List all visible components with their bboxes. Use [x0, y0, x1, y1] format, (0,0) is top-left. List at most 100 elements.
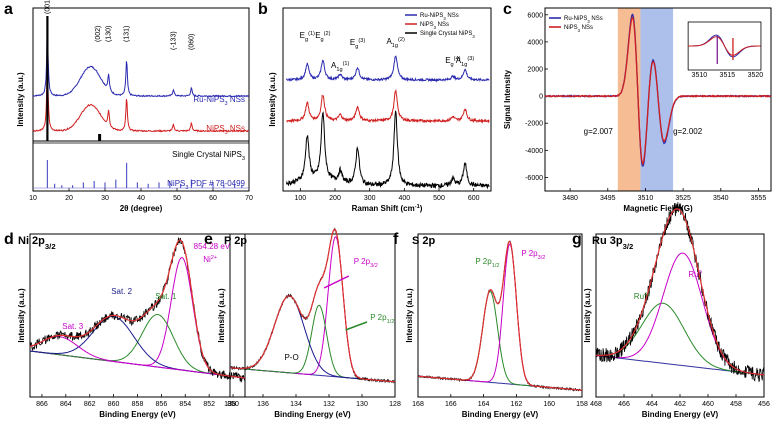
fit-component [29, 257, 246, 379]
raw-data-line [418, 240, 583, 392]
inset-tick-label: 3515 [720, 72, 736, 79]
x-tick-label: 10 [29, 195, 37, 202]
peak-label: (002) [95, 26, 102, 42]
fit-envelope [29, 239, 246, 379]
panel-label: f [393, 231, 399, 248]
series-line [286, 55, 490, 83]
series-label: Ru-NiPS3 NSs [193, 95, 245, 107]
peak-annotation: Sat. 3 [62, 322, 83, 331]
panel-d: d Ni 2p3/2 866 864 862 860 858 856 854 852 850 Bind… [4, 231, 246, 419]
g-value-label: g=2.002 [673, 127, 703, 136]
x-tick-label: 30 [101, 195, 109, 202]
x-tick-label: 168 [412, 401, 424, 408]
panel-label: d [4, 231, 14, 248]
series-label: NiPS3 NSs [206, 124, 245, 136]
legend-entry: Ru-NiPS3 NSs [420, 13, 459, 21]
x-axis-label: Binding Energy (eV) [642, 410, 719, 419]
peak-annotation: Sat. 1 [155, 292, 176, 301]
series-line [544, 16, 772, 166]
x-axis-label: Magnetic Field (G) [623, 204, 693, 213]
plot-frame [544, 7, 772, 192]
panel-e: e P 2p 138 136 134 132 130 128 Binding Energy (e… [204, 227, 401, 419]
fit-component [230, 236, 395, 383]
series-line [32, 33, 250, 98]
peak-label: Eg(4) [445, 56, 460, 68]
x-tick-label: 60 [209, 195, 217, 202]
fit-envelope [230, 228, 395, 383]
x-tick-label: 50 [173, 195, 181, 202]
x-tick-label: 130 [356, 401, 368, 408]
x-axis-label: Raman Shift (cm-1) [352, 204, 423, 213]
peak-annotation: P 2p3/2 [354, 257, 378, 269]
panel-g: g Ru 3p3/2 468 466 464 462 460 458 456 Binding En… [572, 202, 770, 419]
x-tick-label: 460 [702, 401, 714, 408]
x-tick-label: 70 [245, 195, 253, 202]
x-tick-label: 132 [323, 401, 335, 408]
y-axis-label: Intensity (a.u.) [217, 288, 226, 343]
panel-a: a 10 20 30 40 50 60 70 2θ (degree) Intensity (a.u… [4, 0, 253, 213]
x-tick-label: 3510 [638, 195, 654, 202]
panel-f: f S 2p 168 166 164 162 160 158 Binding Energy (e… [393, 231, 588, 419]
shaded-region [617, 8, 641, 191]
legend-entry: Ru-NiPS3 NSs [564, 16, 603, 24]
x-tick-label: 862 [84, 401, 96, 408]
legend-entry: Single Crystal NiPS3 [420, 31, 475, 39]
peak-label: (001) [44, 0, 51, 14]
peak-annotation: Ru4+ [634, 292, 651, 301]
peak-label: A1g(1) [331, 61, 350, 73]
peak-annotation: P 2p1/2 [370, 313, 394, 325]
y-tick-label: 2000 [527, 67, 543, 74]
x-tick-label: 854 [179, 401, 191, 408]
peak-annotation: Ni2+ [203, 255, 217, 264]
panel-c: c 3480 3495 3510 3525 3540 3555 Magnetic Field … [503, 1, 772, 213]
panel-title: P 2p [224, 235, 247, 247]
peak-label: (131) [124, 26, 131, 42]
x-tick-label: 852 [203, 401, 215, 408]
x-tick-label: 20 [65, 195, 73, 202]
y-axis-label: Intensity (a.u.) [405, 288, 414, 343]
x-tick-label: 3525 [675, 195, 691, 202]
x-tick-label: 3555 [751, 195, 767, 202]
peak-label: (-133) [170, 31, 177, 50]
x-tick-label: 166 [445, 401, 457, 408]
x-tick-label: 200 [329, 195, 341, 202]
x-tick-label: 160 [543, 401, 555, 408]
x-tick-label: 468 [590, 401, 602, 408]
peak-label: A1g(3) [456, 56, 475, 68]
x-tick-label: 866 [36, 401, 48, 408]
panel-label: e [204, 231, 213, 248]
raw-data-line [230, 227, 396, 384]
inset-series-line [688, 36, 761, 56]
fit-component [29, 336, 246, 379]
series-line [32, 67, 250, 133]
y-axis-label: Intensity (a.u.) [583, 288, 592, 343]
x-tick-label: 600 [468, 195, 480, 202]
y-tick-label: -4000 [525, 148, 543, 155]
annotation-arrow [323, 275, 350, 289]
fit-component [418, 243, 582, 391]
y-tick-label: 6000 [527, 12, 543, 19]
x-tick-label: 850 [227, 401, 239, 408]
x-tick-label: 300 [364, 195, 376, 202]
fit-component [596, 302, 765, 376]
x-tick-label: 500 [433, 195, 445, 202]
plot-frame [417, 233, 583, 398]
legend-entry: NiPS3 NSs [564, 25, 593, 33]
peak-annotation: P 2p3/2 [521, 249, 545, 261]
x-tick-label: 464 [646, 401, 658, 408]
plot-frame [229, 233, 396, 398]
x-axis-label: 2θ (degree) [120, 204, 163, 213]
y-axis-label: Intensity (a.u.) [17, 288, 26, 343]
peak-annotation: P-O [284, 353, 298, 362]
fit-component [596, 252, 765, 376]
series-label: Single Crystal NiPS3 [172, 150, 245, 162]
annotation-arrow [345, 321, 368, 331]
y-tick-label: 4000 [527, 39, 543, 46]
x-tick-label: 164 [478, 401, 490, 408]
series-label: NiPS3 PDF # 78-0499 [167, 179, 245, 191]
x-tick-label: 856 [156, 401, 168, 408]
x-tick-label: 860 [108, 401, 120, 408]
x-tick-label: 40 [137, 195, 145, 202]
x-tick-label: 138 [224, 401, 236, 408]
plot-frame [282, 7, 492, 192]
